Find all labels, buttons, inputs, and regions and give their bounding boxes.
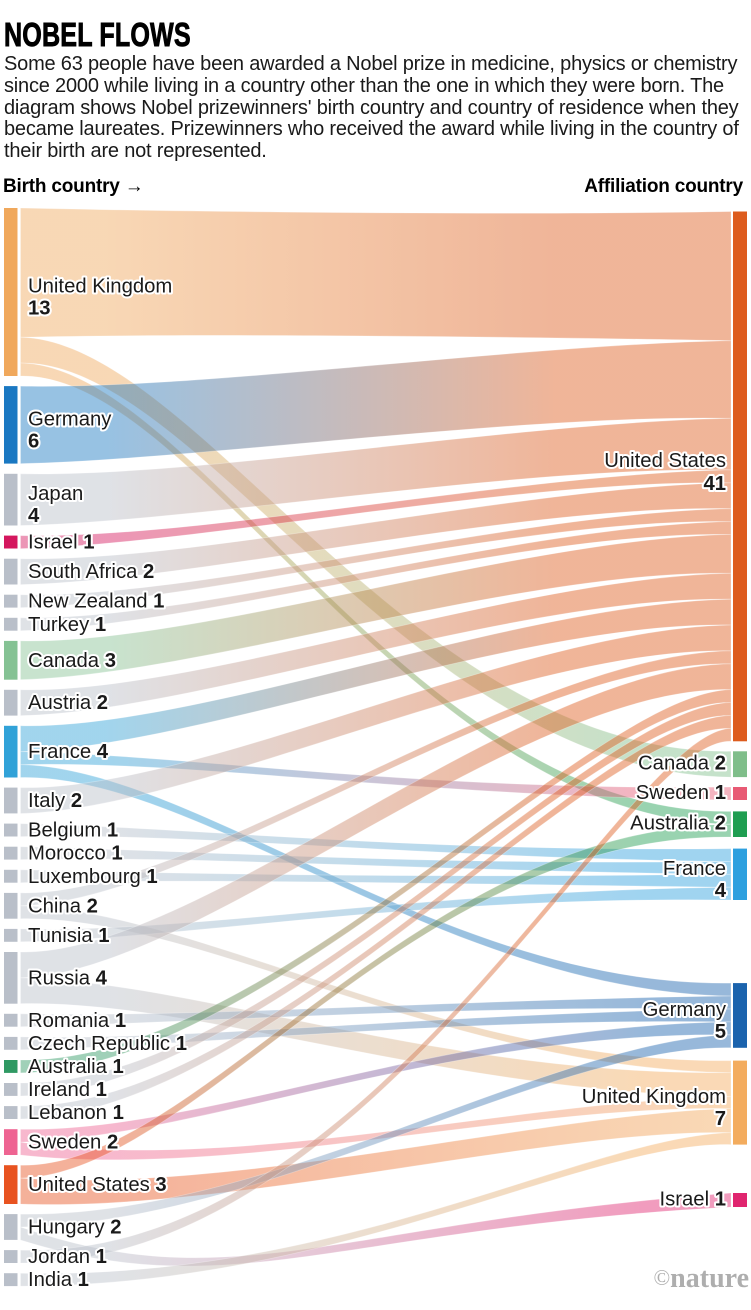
svg-text:Canada 2: Canada 2 — [638, 753, 726, 775]
svg-text:Lebanon 1: Lebanon 1 — [28, 1102, 124, 1124]
svg-text:Romania 1: Romania 1 — [28, 1010, 126, 1032]
svg-text:Morocco 1: Morocco 1 — [28, 843, 123, 865]
svg-text:4: 4 — [715, 880, 727, 902]
svg-text:United States: United States — [604, 450, 726, 472]
svg-text:Ireland 1: Ireland 1 — [28, 1079, 107, 1101]
svg-text:Hungary 2: Hungary 2 — [28, 1217, 122, 1239]
svg-text:13: 13 — [28, 298, 51, 320]
svg-text:Luxembourg 1: Luxembourg 1 — [28, 866, 158, 888]
svg-text:Japan: Japan — [28, 483, 83, 505]
svg-text:New Zealand 1: New Zealand 1 — [28, 591, 164, 613]
svg-text:United States 3: United States 3 — [28, 1174, 167, 1196]
svg-text:Jordan 1: Jordan 1 — [28, 1246, 107, 1268]
svg-text:Tunisia 1: Tunisia 1 — [28, 925, 110, 947]
svg-text:France 4: France 4 — [28, 741, 109, 763]
svg-text:United Kingdom: United Kingdom — [582, 1086, 726, 1108]
svg-text:Israel 1: Israel 1 — [28, 532, 95, 554]
svg-text:China 2: China 2 — [28, 895, 98, 917]
svg-text:Germany: Germany — [28, 408, 112, 430]
svg-text:Sweden 1: Sweden 1 — [636, 782, 726, 804]
svg-text:Austria 2: Austria 2 — [28, 692, 108, 714]
svg-text:Israel 1: Israel 1 — [659, 1189, 726, 1211]
svg-text:Germany: Germany — [643, 999, 727, 1021]
svg-text:Australia 1: Australia 1 — [28, 1056, 124, 1078]
svg-text:United Kingdom: United Kingdom — [28, 276, 172, 298]
svg-text:Russia 4: Russia 4 — [28, 967, 108, 989]
svg-text:5: 5 — [715, 1021, 726, 1043]
svg-text:South Africa 2: South Africa 2 — [28, 561, 154, 583]
svg-text:Czech Republic 1: Czech Republic 1 — [28, 1033, 187, 1055]
svg-text:Sweden 2: Sweden 2 — [28, 1132, 118, 1154]
svg-text:Turkey 1: Turkey 1 — [28, 614, 106, 636]
svg-text:7: 7 — [715, 1108, 726, 1130]
svg-text:Italy 2: Italy 2 — [28, 790, 82, 812]
svg-text:India 1: India 1 — [28, 1269, 89, 1291]
svg-text:France: France — [663, 858, 726, 880]
svg-text:Australia 2: Australia 2 — [630, 813, 726, 835]
svg-text:Canada 3: Canada 3 — [28, 650, 116, 672]
svg-text:4: 4 — [28, 505, 40, 527]
svg-text:6: 6 — [28, 430, 39, 452]
svg-text:41: 41 — [703, 473, 726, 495]
svg-text:Belgium 1: Belgium 1 — [28, 820, 118, 842]
